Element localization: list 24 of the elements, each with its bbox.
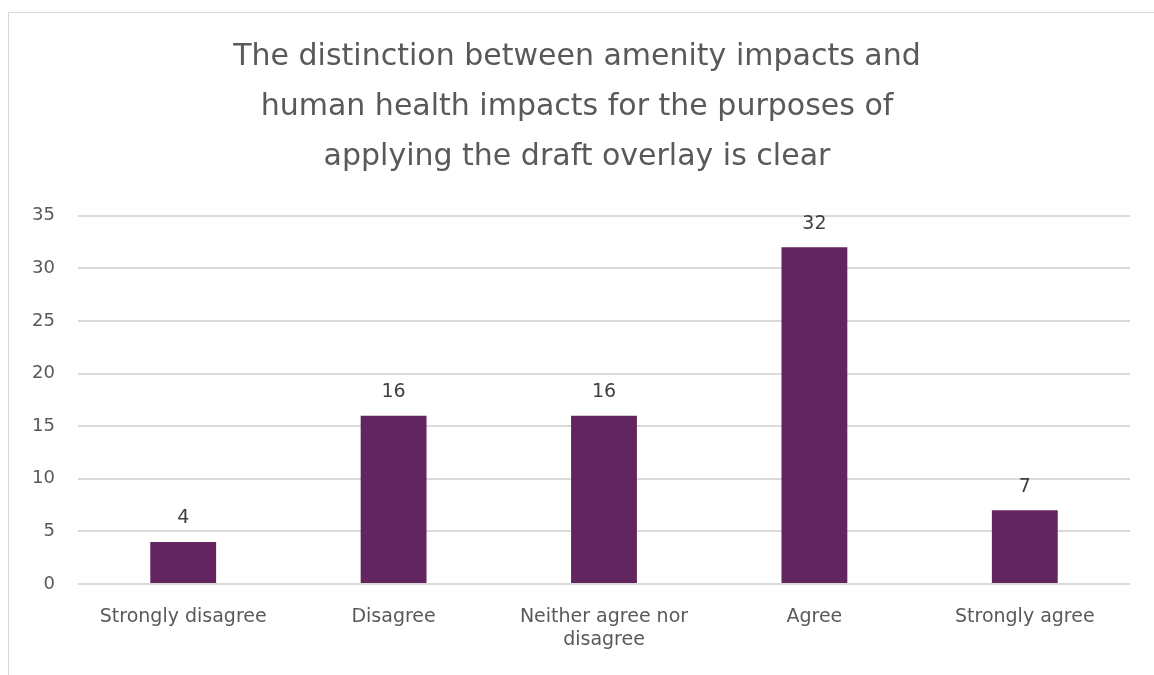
y-tick-label: 30 [32,256,55,278]
bar [781,247,848,583]
x-tick-label: Neither agree nor disagree [519,604,689,650]
data-label: 16 [381,379,406,402]
y-tick-label: 0 [43,571,55,593]
bar [360,415,427,583]
chart-title: The distinction between amenity impacts and human health impacts for the purposes of applying the draft overlay is clear [232,36,922,174]
x-tick-label: Strongly disagree [99,604,267,627]
y-tick-label: 15 [32,413,55,435]
x-tick-label: Strongly agree [954,604,1095,627]
data-label: 7 [1018,473,1031,496]
data-label: 4 [177,505,190,528]
bar [150,541,217,583]
y-tick-label: 5 [43,519,55,541]
bar [991,510,1058,583]
data-label: 16 [591,379,617,402]
y-tick-label: 25 [32,308,55,330]
x-tick-label: Disagree [351,604,436,627]
y-tick-label: 10 [32,466,55,488]
bar [571,415,637,583]
data-label: 32 [802,210,827,233]
y-tick-label: 35 [32,203,55,225]
x-tick-label: Agree [786,604,843,627]
y-tick-label: 20 [32,361,55,383]
